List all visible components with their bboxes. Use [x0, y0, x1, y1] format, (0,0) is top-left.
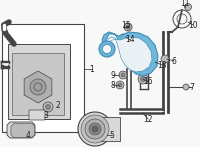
Circle shape — [85, 119, 105, 139]
Circle shape — [161, 55, 169, 63]
Circle shape — [140, 76, 146, 81]
Circle shape — [124, 23, 132, 31]
Circle shape — [184, 4, 192, 10]
FancyBboxPatch shape — [12, 53, 64, 115]
Polygon shape — [11, 124, 35, 137]
Circle shape — [102, 45, 112, 54]
FancyBboxPatch shape — [8, 44, 70, 119]
Circle shape — [138, 74, 148, 84]
Text: 13: 13 — [157, 61, 167, 70]
Text: 1: 1 — [90, 65, 94, 74]
Circle shape — [81, 115, 109, 143]
Text: 11: 11 — [180, 0, 190, 9]
Polygon shape — [7, 122, 35, 138]
Circle shape — [89, 123, 101, 135]
Text: 9: 9 — [111, 71, 115, 80]
Polygon shape — [108, 37, 152, 72]
Text: 10: 10 — [188, 20, 198, 30]
Circle shape — [118, 83, 122, 87]
Text: 4: 4 — [26, 131, 30, 140]
Text: 15: 15 — [121, 21, 131, 30]
Polygon shape — [102, 32, 158, 76]
Text: 16: 16 — [143, 77, 153, 86]
Text: 8: 8 — [111, 81, 115, 90]
Text: 7: 7 — [190, 82, 194, 91]
Circle shape — [78, 112, 112, 146]
Text: 12: 12 — [143, 115, 153, 123]
FancyBboxPatch shape — [2, 24, 84, 132]
Circle shape — [183, 84, 189, 90]
Circle shape — [92, 126, 98, 132]
FancyBboxPatch shape — [29, 110, 45, 120]
Circle shape — [99, 41, 115, 57]
Circle shape — [34, 83, 42, 91]
Circle shape — [30, 79, 46, 95]
Text: 6: 6 — [172, 56, 176, 66]
Circle shape — [43, 102, 53, 112]
Polygon shape — [24, 71, 52, 103]
Text: 3: 3 — [44, 112, 48, 121]
Circle shape — [120, 34, 126, 40]
Circle shape — [116, 81, 124, 89]
Circle shape — [126, 25, 130, 29]
Text: 14: 14 — [125, 35, 135, 45]
Text: 2: 2 — [56, 101, 60, 110]
Circle shape — [119, 71, 127, 79]
FancyBboxPatch shape — [95, 117, 120, 141]
Circle shape — [46, 105, 50, 110]
Circle shape — [121, 73, 125, 77]
Text: 5: 5 — [110, 131, 114, 140]
